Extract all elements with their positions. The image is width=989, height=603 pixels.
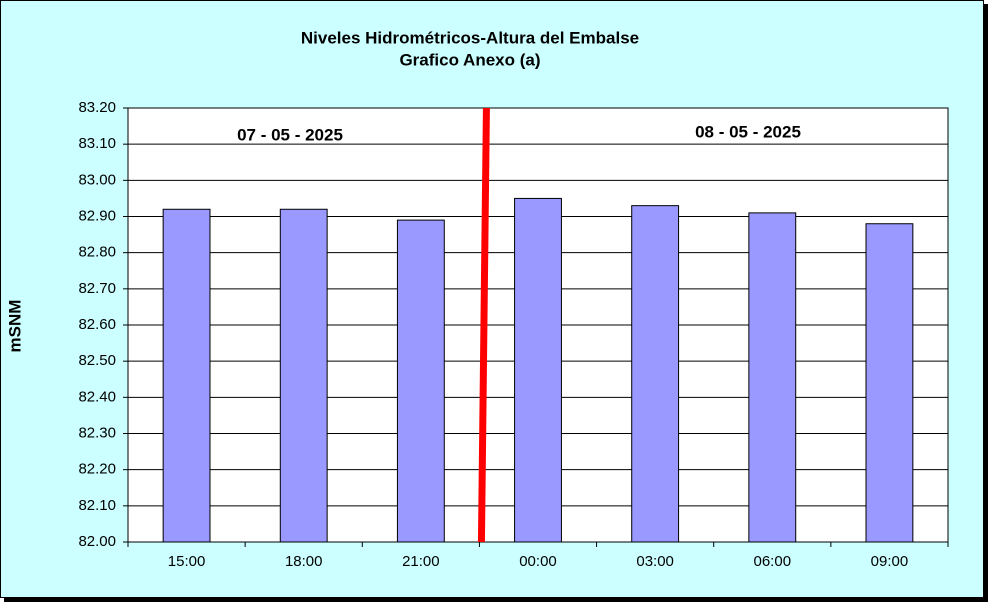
y-tick-label: 82.50 bbox=[78, 352, 116, 369]
bar bbox=[514, 197, 562, 543]
y-tick-label: 82.60 bbox=[78, 316, 116, 333]
y-tick-label: 82.90 bbox=[78, 207, 116, 224]
bar bbox=[279, 208, 328, 543]
x-tick-label: 03:00 bbox=[636, 553, 674, 570]
y-tick-label: 83.20 bbox=[78, 99, 116, 116]
y-tick-label: 83.00 bbox=[78, 171, 116, 188]
chart-title: Niveles Hidrométricos-Altura del Embalse bbox=[301, 28, 639, 47]
y-tick-label: 82.30 bbox=[78, 424, 116, 441]
day-divider bbox=[477, 107, 490, 543]
x-tick-label: 09:00 bbox=[871, 553, 909, 570]
x-tick-label: 00:00 bbox=[519, 553, 557, 570]
y-tick-label: 82.10 bbox=[78, 497, 116, 514]
bar bbox=[748, 212, 797, 543]
chart-subtitle: Grafico Anexo (a) bbox=[399, 50, 540, 69]
y-tick-label: 82.20 bbox=[78, 461, 116, 478]
y-tick-label: 82.70 bbox=[78, 280, 116, 297]
y-tick-label: 82.80 bbox=[78, 244, 116, 261]
date-annotation: 08 - 05 - 2025 bbox=[695, 122, 801, 141]
bar bbox=[865, 223, 914, 543]
x-tick-label: 18:00 bbox=[285, 553, 323, 570]
bar bbox=[162, 208, 211, 543]
bar bbox=[396, 219, 445, 543]
x-tick-label: 15:00 bbox=[168, 553, 206, 570]
x-tick-label: 21:00 bbox=[402, 553, 440, 570]
bar bbox=[631, 205, 680, 543]
date-annotation: 07 - 05 - 2025 bbox=[237, 125, 343, 144]
x-tick-label: 06:00 bbox=[754, 553, 792, 570]
y-tick-label: 82.00 bbox=[78, 533, 116, 550]
y-tick-label: 82.40 bbox=[78, 388, 116, 405]
y-axis-label: mSNM bbox=[5, 300, 24, 353]
y-tick-label: 83.10 bbox=[78, 135, 116, 152]
